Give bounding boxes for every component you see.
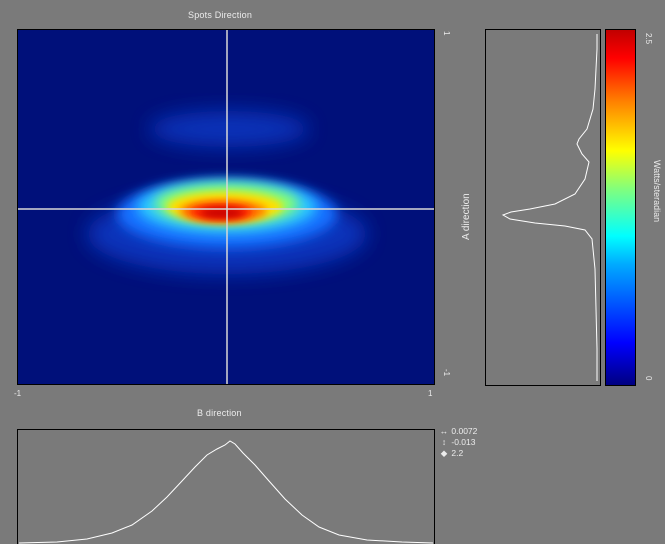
intensity-map[interactable] bbox=[17, 29, 435, 385]
x-tick-min: -1 bbox=[14, 389, 22, 398]
vertical-arrow-icon: ↕ bbox=[441, 437, 447, 447]
main-plot-title: Spots Direction bbox=[188, 10, 253, 20]
colorbar-min-label: 0 bbox=[644, 376, 653, 381]
intensity-value: 2.2 bbox=[451, 448, 464, 458]
horizontal-arrow-icon: ↔ bbox=[439, 426, 449, 436]
horizontal-value: 0.0072 bbox=[451, 426, 478, 436]
a-direction-profile bbox=[485, 29, 601, 386]
colorbar-max-label: 2.5 bbox=[644, 33, 653, 45]
colorbar bbox=[605, 29, 636, 386]
bottom-plot-title: B direction bbox=[197, 408, 242, 418]
b-direction-profile-line bbox=[18, 440, 434, 544]
horizontal-readout: ↔ 0.0072 bbox=[439, 426, 478, 437]
colorbar-label: Watts/steradian bbox=[652, 160, 662, 223]
intensity-readout: ◆ 2.2 bbox=[439, 448, 477, 459]
a-direction-profile-line bbox=[501, 34, 598, 381]
vertical-readout: ↕ -0.013 bbox=[439, 437, 477, 448]
diamond-icon: ◆ bbox=[440, 448, 448, 458]
y-tick-min: -1 bbox=[442, 369, 451, 377]
y-tick-max: 1 bbox=[442, 31, 451, 36]
b-direction-profile bbox=[17, 429, 435, 544]
y-axis-label: A direction bbox=[461, 193, 472, 240]
vertical-value: -0.013 bbox=[451, 437, 476, 447]
x-tick-max: 1 bbox=[428, 389, 433, 398]
cursor-readouts: ↔ 0.0072 ↕ -0.013 ◆ 2.2 bbox=[439, 426, 478, 459]
